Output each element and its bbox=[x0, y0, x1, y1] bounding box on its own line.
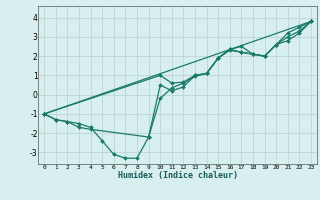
X-axis label: Humidex (Indice chaleur): Humidex (Indice chaleur) bbox=[118, 171, 238, 180]
